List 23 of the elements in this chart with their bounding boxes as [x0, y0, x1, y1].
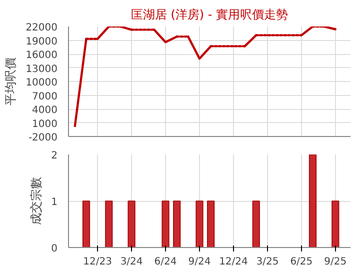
x-tick-label: 3/25 — [256, 256, 279, 268]
x-tick-label: 6/25 — [290, 256, 313, 268]
y-tick-label: 1000 — [32, 118, 58, 130]
y-axis-title: 平均呎價 — [4, 58, 18, 106]
x-tick-label: 3/24 — [120, 256, 143, 268]
y-tick-label: 2 — [51, 150, 58, 162]
y-tick-label: -2000 — [28, 132, 58, 144]
chart-title: 匡湖居 (洋房) - 實用呎價走勢 — [130, 8, 288, 22]
y-axis-title: 成交宗數 — [29, 177, 44, 225]
y-tick-label: 0 — [51, 244, 58, 254]
x-tick-label: 6/24 — [154, 256, 177, 268]
y-tick-label: 10000 — [26, 78, 58, 88]
x-tick-label: 9/24 — [188, 256, 211, 268]
x-tick-label: 9/25 — [324, 256, 347, 268]
y-tick-label: 19000 — [26, 36, 58, 48]
y-tick-label: 16000 — [26, 50, 58, 61]
x-tick-label: 12/23 — [83, 256, 112, 268]
y-tick-label: 7000 — [32, 91, 58, 102]
y-tick-label: 4000 — [32, 105, 58, 116]
x-tick-label: 12/24 — [219, 256, 248, 268]
y-tick-label: 13000 — [26, 64, 58, 75]
y-tick-label: 1 — [51, 197, 58, 208]
y-tick-label: 22000 — [26, 22, 58, 34]
